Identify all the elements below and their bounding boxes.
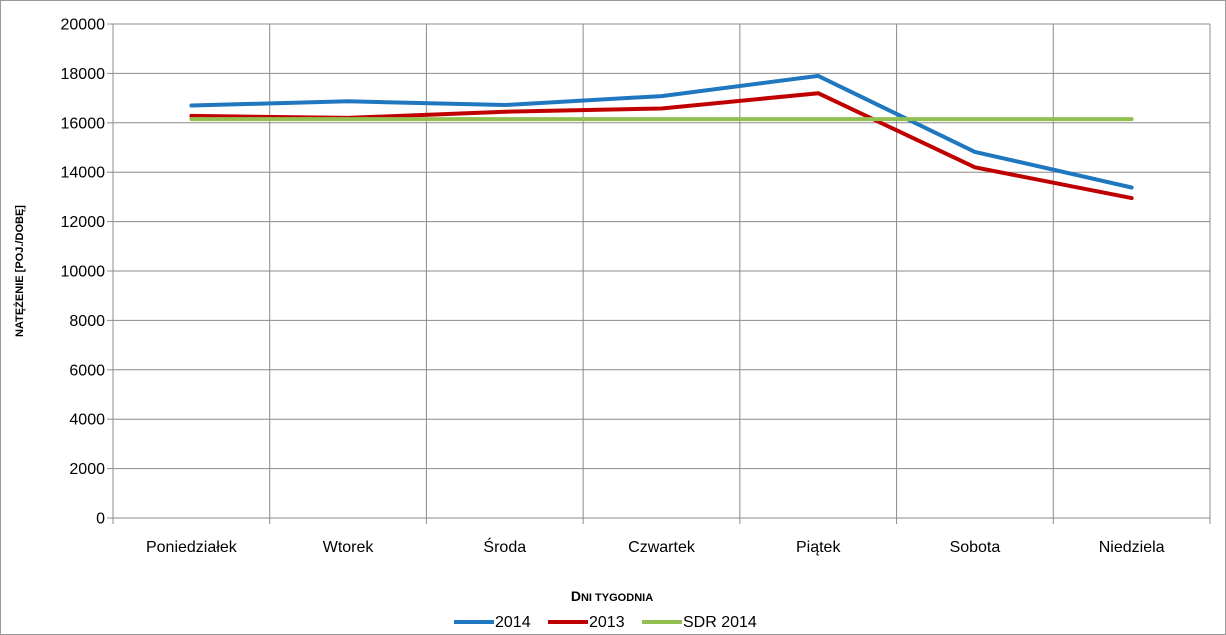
y-tick-label: 18000 [61, 66, 106, 83]
y-axis-title: NATĘŻENIE [POJ./DOBĘ] [13, 205, 26, 337]
x-tick-label: Piątek [796, 539, 841, 556]
legend-label: 2014 [495, 614, 531, 631]
y-tick-label: 6000 [69, 362, 105, 379]
x-tick-label: Sobota [950, 539, 1001, 556]
axes [107, 23, 1211, 524]
gridlines [113, 23, 1211, 518]
legend: 2014 2013 SDR 2014 [454, 614, 757, 631]
x-axis-title: DNI TYGODNIA [571, 588, 653, 604]
x-tick-label: Wtorek [323, 539, 375, 556]
x-tick-labels: Poniedziałek Wtorek Środa Czwartek Piątek Sob… [146, 537, 1165, 556]
legend-label: SDR 2014 [683, 614, 757, 631]
y-tick-label: 4000 [69, 412, 105, 429]
x-tick-label: Poniedziałek [146, 539, 238, 556]
series-lines [189, 73, 1134, 201]
y-tick-label: 12000 [61, 214, 106, 231]
y-tick-labels: 0 2000 4000 6000 8000 10000 12000 14000 16000 180… [61, 17, 106, 528]
y-tick-label: 0 [96, 511, 105, 528]
x-tick-label: Niedziela [1099, 539, 1165, 556]
x-tick-label: Czwartek [628, 539, 696, 556]
y-tick-label: 14000 [61, 165, 106, 182]
x-tick-label: Środa [483, 537, 526, 556]
y-tick-label: 2000 [69, 461, 105, 478]
legend-label: 2013 [589, 614, 625, 631]
y-tick-label: 16000 [61, 115, 106, 132]
y-tick-label: 8000 [69, 313, 105, 330]
y-tick-label: 20000 [61, 17, 106, 34]
series-line-2014 [189, 73, 1134, 190]
y-tick-label: 10000 [61, 264, 106, 281]
